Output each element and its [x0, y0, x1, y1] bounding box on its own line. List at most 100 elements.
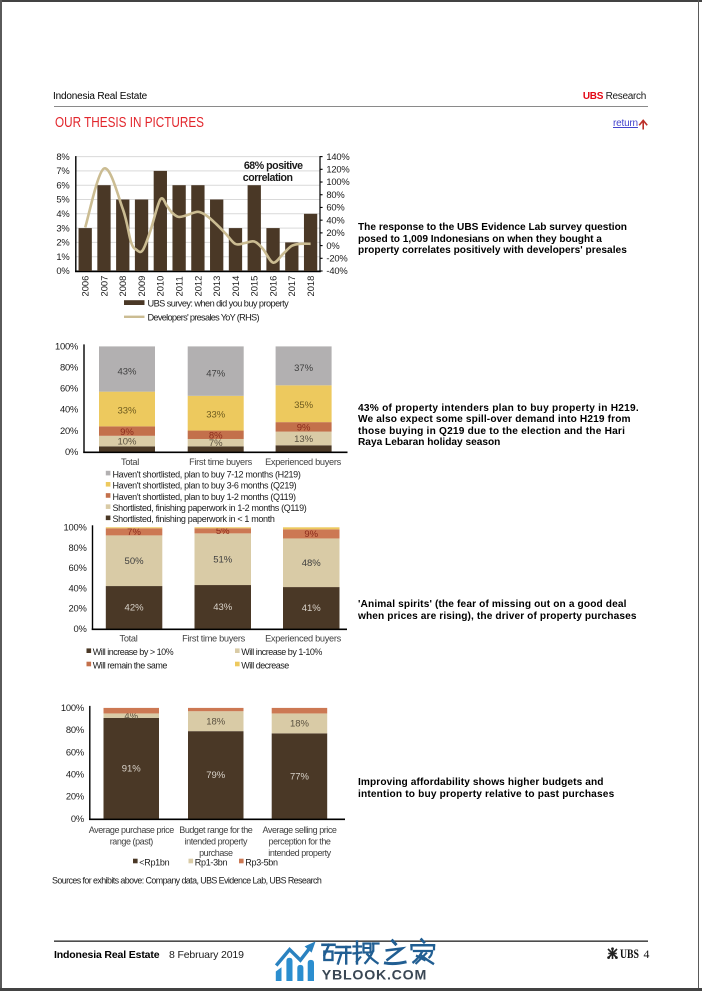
svg-text:5%: 5%: [56, 194, 69, 205]
svg-text:41%: 41%: [302, 603, 322, 614]
svg-text:10%: 10%: [117, 436, 137, 447]
svg-text:4%: 4%: [124, 711, 138, 722]
svg-text:0%: 0%: [71, 813, 84, 824]
svg-text:Will decrease: Will decrease: [241, 660, 289, 670]
svg-text:intended property: intended property: [185, 837, 248, 847]
svg-text:Haven't shortlisted, plan to b: Haven't shortlisted, plan to buy 7-12 mo…: [113, 469, 301, 479]
svg-text:2015: 2015: [249, 276, 260, 297]
svg-text:Will increase by 1-10%: Will increase by 1-10%: [241, 647, 322, 657]
svg-text:7%: 7%: [209, 438, 223, 449]
svg-text:Will increase by > 10%: Will increase by > 10%: [93, 647, 174, 657]
svg-text:20%: 20%: [326, 227, 344, 238]
svg-text:2013: 2013: [211, 276, 222, 297]
svg-text:37%: 37%: [294, 363, 314, 374]
svg-text:Shortlisted, finishing paperwo: Shortlisted, finishing paperwork in 1-2 …: [113, 503, 307, 513]
svg-text:2008: 2008: [117, 276, 128, 297]
svg-text:60%: 60%: [66, 746, 84, 757]
svg-text:Total: Total: [121, 457, 139, 467]
svg-text:Haven't shortlisted, plan to b: Haven't shortlisted, plan to buy 1-2 mon…: [113, 492, 296, 502]
svg-text:Budget range for the: Budget range for the: [179, 825, 253, 835]
svg-text:43%: 43%: [213, 602, 233, 613]
svg-text:3%: 3%: [56, 222, 69, 233]
svg-text:47%: 47%: [206, 368, 226, 379]
svg-text:7%: 7%: [127, 527, 141, 538]
svg-text:Experienced buyers: Experienced buyers: [265, 457, 342, 467]
svg-text:40%: 40%: [69, 582, 87, 593]
svg-text:2016: 2016: [267, 276, 278, 297]
svg-text:purchase: purchase: [199, 848, 233, 858]
svg-text:Haven't shortlisted, plan to b: Haven't shortlisted, plan to buy 3-6 mon…: [113, 481, 297, 491]
svg-text:Developers' presales YoY (RHS): Developers' presales YoY (RHS): [148, 312, 260, 322]
svg-text:20%: 20%: [60, 425, 78, 436]
svg-text:51%: 51%: [213, 555, 233, 566]
svg-text:0%: 0%: [326, 240, 339, 251]
svg-text:YBLOOK.COM: YBLOOK.COM: [322, 968, 427, 984]
svg-text:77%: 77%: [290, 771, 310, 782]
svg-text:Sources for exhibits above: Co: Sources for exhibits above: Company data…: [52, 875, 322, 885]
svg-text:Rp3-5bn: Rp3-5bn: [245, 857, 278, 867]
svg-text:91%: 91%: [122, 764, 142, 775]
svg-text:intended property: intended property: [268, 848, 331, 858]
svg-text:2012: 2012: [192, 276, 203, 297]
svg-text:7%: 7%: [56, 165, 69, 176]
svg-text:13%: 13%: [294, 434, 314, 445]
svg-text:80%: 80%: [326, 189, 344, 200]
svg-text:80%: 80%: [60, 362, 78, 373]
svg-text:2009: 2009: [136, 276, 147, 297]
svg-text:60%: 60%: [69, 562, 87, 573]
svg-text:100%: 100%: [326, 176, 349, 187]
svg-text:perception for the: perception for the: [269, 837, 331, 847]
svg-text:range (past): range (past): [110, 837, 154, 847]
svg-text:First time buyers: First time buyers: [189, 457, 253, 467]
svg-text:correlation: correlation: [243, 172, 293, 184]
svg-text:First time buyers: First time buyers: [182, 633, 246, 643]
svg-text:80%: 80%: [66, 724, 84, 735]
svg-text:Experienced buyers: Experienced buyers: [265, 633, 342, 643]
svg-text:100%: 100%: [55, 341, 78, 352]
svg-text:2%: 2%: [56, 237, 69, 248]
svg-text:0%: 0%: [56, 265, 69, 276]
svg-text:68% positive: 68% positive: [244, 160, 303, 172]
svg-text:50%: 50%: [125, 556, 145, 567]
svg-text:2014: 2014: [230, 276, 241, 297]
svg-text:8%: 8%: [209, 431, 223, 442]
svg-text:35%: 35%: [294, 400, 314, 411]
svg-text:8%: 8%: [56, 151, 69, 162]
svg-text:2006: 2006: [80, 276, 91, 297]
svg-text:80%: 80%: [69, 542, 87, 553]
svg-text:42%: 42%: [125, 603, 145, 614]
svg-text:0%: 0%: [74, 623, 87, 634]
svg-text:2010: 2010: [155, 276, 166, 297]
svg-text:9%: 9%: [120, 427, 134, 438]
svg-text:18%: 18%: [290, 719, 310, 730]
svg-text:2017: 2017: [286, 276, 297, 297]
svg-text:79%: 79%: [206, 770, 226, 781]
svg-text:5%: 5%: [216, 526, 230, 537]
svg-text:60%: 60%: [60, 383, 78, 394]
svg-text:9%: 9%: [304, 529, 318, 540]
svg-text:Rp1-3bn: Rp1-3bn: [195, 857, 228, 867]
svg-text:0%: 0%: [65, 446, 78, 457]
svg-text:Average selling price: Average selling price: [263, 825, 337, 835]
svg-text:-20%: -20%: [326, 252, 347, 263]
svg-text:6%: 6%: [56, 179, 69, 190]
svg-text:20%: 20%: [69, 603, 87, 614]
svg-text:2007: 2007: [98, 276, 109, 297]
svg-text:2011: 2011: [174, 276, 185, 296]
svg-text:60%: 60%: [326, 202, 344, 213]
svg-text:33%: 33%: [206, 410, 226, 421]
svg-text:Shortlisted, finishing paperwo: Shortlisted, finishing paperwork in < 1 …: [113, 514, 275, 524]
svg-text:2018: 2018: [305, 276, 316, 297]
svg-text:48%: 48%: [302, 558, 322, 569]
svg-text:Will remain the same: Will remain the same: [93, 660, 168, 670]
svg-text:4%: 4%: [56, 208, 69, 219]
svg-text:40%: 40%: [60, 404, 78, 415]
svg-text:140%: 140%: [326, 151, 349, 162]
svg-text:<Rp1bn: <Rp1bn: [139, 857, 169, 867]
svg-text:40%: 40%: [326, 214, 344, 225]
svg-text:-40%: -40%: [326, 265, 347, 276]
svg-text:33%: 33%: [117, 405, 137, 416]
svg-text:100%: 100%: [64, 522, 87, 533]
svg-text:43%: 43%: [117, 366, 137, 377]
svg-text:9%: 9%: [297, 423, 311, 434]
